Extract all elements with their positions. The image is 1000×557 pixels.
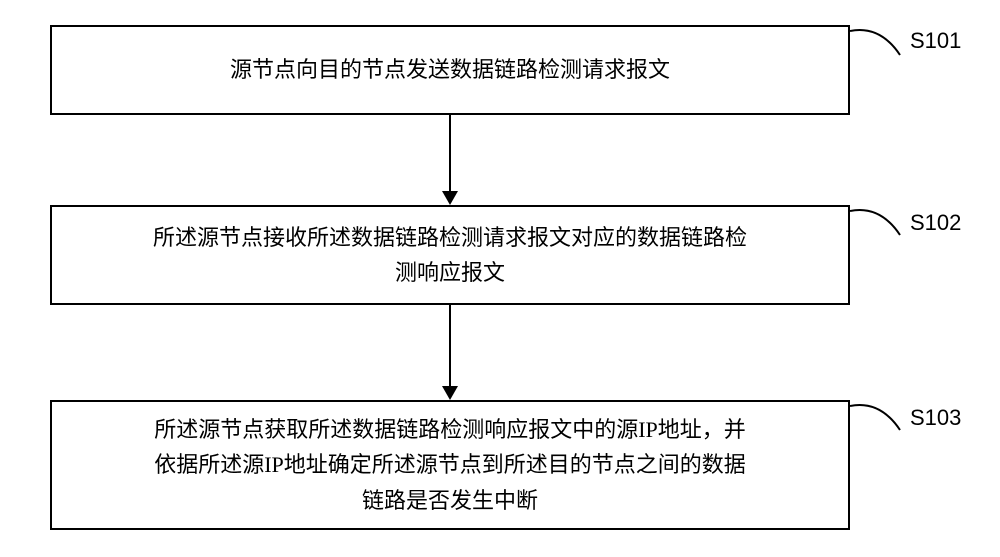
step-label: S103 [910, 405, 961, 431]
flowchart-arrow [449, 305, 451, 386]
arrow-head-icon [442, 191, 458, 205]
flowchart-container: 源节点向目的节点发送数据链路检测请求报文 S101 所述源节点接收所述数据链路检… [0, 0, 1000, 557]
step-label: S101 [910, 28, 961, 54]
step-label: S102 [910, 210, 961, 236]
step-text: 源节点向目的节点发送数据链路检测请求报文 [230, 52, 670, 87]
flowchart-arrow [449, 115, 451, 191]
flowchart-step: 所述源节点接收所述数据链路检测请求报文对应的数据链路检 测响应报文 [50, 205, 850, 305]
flowchart-step: 所述源节点获取所述数据链路检测响应报文中的源IP地址，并 依据所述源IP地址确定… [50, 400, 850, 530]
arrow-head-icon [442, 386, 458, 400]
label-connector [850, 205, 910, 255]
label-connector [850, 25, 910, 75]
step-text: 所述源节点接收所述数据链路检测请求报文对应的数据链路检 测响应报文 [153, 220, 747, 290]
label-connector [850, 400, 910, 450]
flowchart-step: 源节点向目的节点发送数据链路检测请求报文 [50, 25, 850, 115]
step-text: 所述源节点获取所述数据链路检测响应报文中的源IP地址，并 依据所述源IP地址确定… [154, 412, 746, 518]
